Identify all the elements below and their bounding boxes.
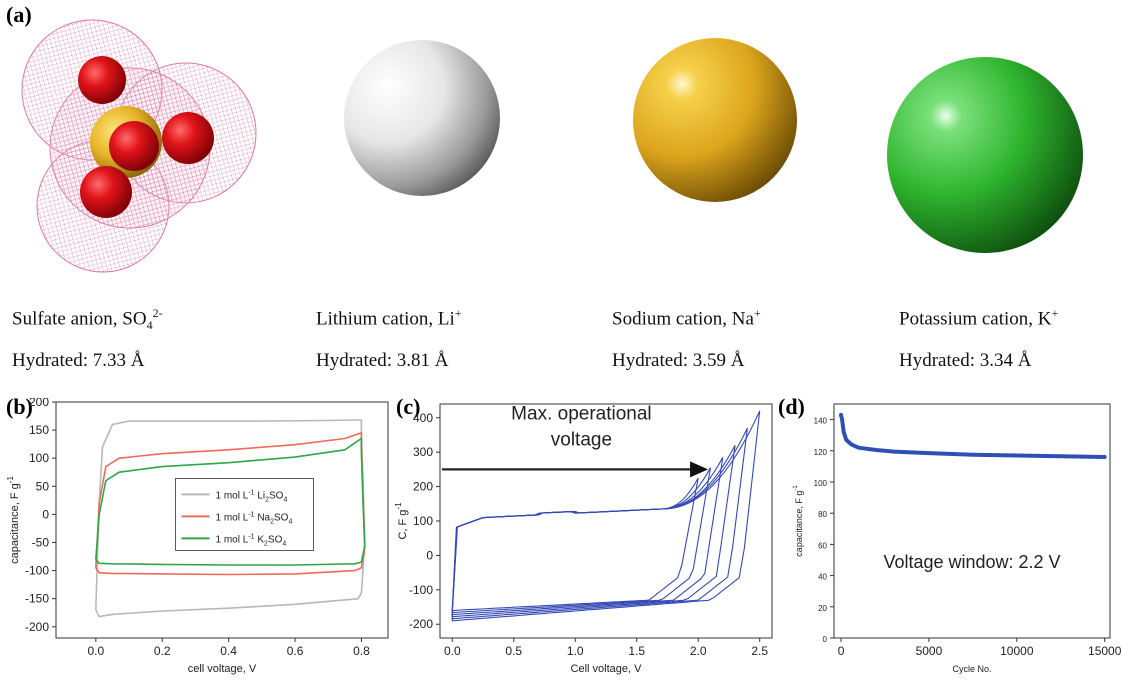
y-tick-label: 100 [413, 514, 433, 528]
y-tick-label: 100 [814, 479, 828, 488]
y-tick-label: 120 [814, 448, 828, 457]
lithium-cation-model [344, 40, 500, 196]
x-tick-label: 0.8 [353, 644, 370, 658]
x-tick-label: 2.0 [690, 644, 707, 658]
panel-label-a: (a) [6, 2, 32, 27]
x-tick-label: 0.4 [220, 644, 237, 658]
x-tick-label: 10000 [1000, 644, 1034, 658]
sodium-name: Sodium cation, Na+ [612, 306, 761, 330]
cv-loop-5 [451, 410, 761, 622]
y-tick-label: 50 [36, 479, 50, 493]
chart-b-capacitance-vs-voltage: 0.0 0.2 0.4 0.6 0.8 -200 -150 -100 -50 0 50 100 150 2… [6, 398, 389, 675]
plot-frame [55, 401, 389, 639]
chart-c-capacitance-cv: 0.0 0.5 1.0 1.5 2.0 2.5 -200 -100 0 100 200 300 400 C… [394, 403, 773, 675]
x-tick-label: 0 [838, 644, 845, 658]
legend-entry-0: 1 mol L-1 Li2SO4 [216, 489, 288, 503]
y-tick-label: -150 [25, 592, 49, 606]
x-tick-label: 0.6 [287, 644, 304, 658]
potassium-hydrated-size: Hydrated: 3.34 Å [899, 350, 1032, 371]
x-tick-label: 0.0 [444, 644, 461, 658]
y-tick-label: 200 [29, 398, 49, 409]
cv-loop-1 [451, 467, 712, 614]
y-tick-label: -100 [409, 583, 433, 597]
x-tick-label: 1.0 [567, 644, 584, 658]
voltage-window-annotation: Voltage window: 2.2 V [883, 552, 1060, 572]
y-tick-label: 80 [818, 510, 827, 519]
legend-entry-2: 1 mol L-1 K2SO4 [216, 533, 287, 547]
lithium-name: Lithium cation, Li+ [316, 306, 462, 330]
x-tick-label: 0.5 [505, 644, 522, 658]
sodium-hydrated-size: Hydrated: 3.59 Å [612, 350, 745, 371]
y-tick-label: 100 [29, 451, 49, 465]
chart-d-cycling: 0 5000 10000 15000 0 20 40 60 80 100 120 140 Cycle N… [793, 403, 1121, 674]
x-tick-label: 1.5 [628, 644, 645, 658]
x-axis-label: Cell voltage, V [571, 663, 643, 675]
series-line-2 [95, 436, 366, 566]
y-tick-label: 40 [818, 573, 827, 582]
ion-models-figure [21, 19, 1083, 273]
x-tick-label: 0.0 [87, 644, 104, 658]
panel-label-d: (d) [778, 394, 805, 419]
y-axis-label: capacitance, F g-1 [793, 485, 804, 557]
annotation-text-line1: Max. operational [511, 403, 651, 424]
y-axis-label: C, F g-1 [394, 502, 409, 540]
panel-label-c: (c) [396, 394, 421, 419]
x-axis-label: Cycle No. [952, 664, 991, 674]
lithium-hydrated-size: Hydrated: 3.81 Å [316, 350, 449, 371]
y-tick-label: 60 [818, 541, 827, 550]
y-tick-label: -100 [25, 564, 49, 578]
annotation-text-line2: voltage [551, 429, 612, 450]
y-tick-label: 300 [413, 445, 433, 459]
x-axis-label: cell voltage, V [188, 663, 257, 675]
legend-entry-1: 1 mol L-1 Na2SO4 [216, 511, 293, 525]
potassium-cation-model [887, 57, 1083, 253]
y-tick-label: 0 [426, 548, 433, 562]
y-tick-label: -200 [409, 617, 433, 631]
y-tick-label: 200 [413, 480, 433, 494]
x-tick-label: 2.5 [751, 644, 768, 658]
cv-loop-4 [451, 427, 748, 620]
y-axis-label: capacitance, F g-1 [6, 476, 21, 564]
y-tick-label: 400 [413, 411, 433, 425]
plot-frame [833, 403, 1111, 639]
sodium-cation-model [633, 38, 797, 202]
y-tick-label: -200 [25, 620, 49, 634]
y-tick-label: 20 [818, 604, 827, 613]
x-tick-label: 5000 [916, 644, 943, 658]
sulfate-anion-model [21, 19, 257, 273]
potassium-name: Potassium cation, K+ [899, 306, 1059, 330]
cv-loop-0 [451, 477, 699, 612]
y-tick-label: 140 [814, 417, 828, 426]
sulfate-hydrated-size: Hydrated: 7.33 Å [12, 350, 145, 371]
annotation-arrow-head [690, 461, 709, 478]
y-tick-label: -50 [32, 535, 50, 549]
cv-loop-2 [451, 457, 724, 616]
y-tick-label: 0 [823, 635, 828, 644]
sulfate-name: Sulfate anion, SO42- [12, 306, 163, 333]
cycling-series-line [839, 412, 1107, 459]
x-tick-label: 15000 [1088, 644, 1121, 658]
y-tick-label: 0 [42, 507, 49, 521]
y-tick-label: 150 [29, 423, 49, 437]
panel-label-b: (b) [6, 394, 33, 419]
x-tick-label: 0.2 [154, 644, 171, 658]
